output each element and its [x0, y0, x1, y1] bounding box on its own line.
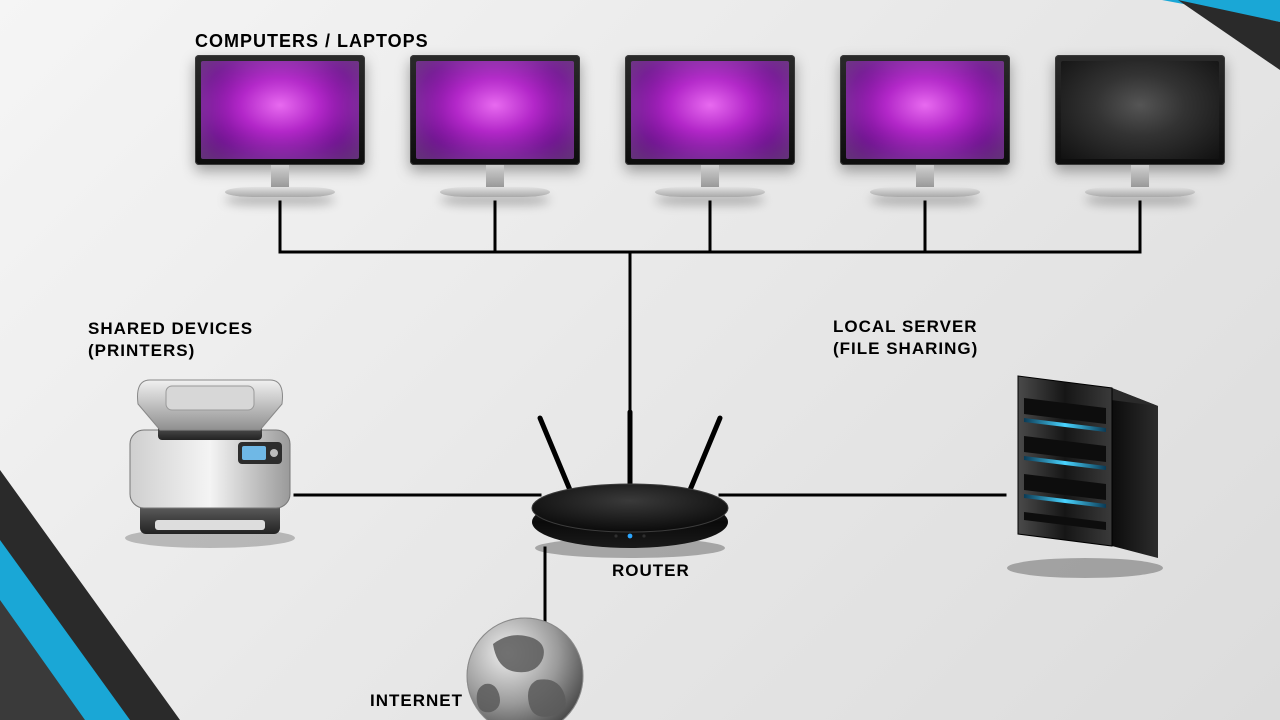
- computer-3: [625, 55, 795, 210]
- computer-4: [840, 55, 1010, 210]
- label-router: ROUTER: [612, 560, 690, 582]
- router-icon: [520, 410, 740, 560]
- server-icon: [1000, 370, 1170, 580]
- printer-icon: [110, 360, 310, 550]
- internet-globe-icon: [455, 610, 595, 720]
- computer-2: [410, 55, 580, 210]
- label-shared-devices: SHARED DEVICES (PRINTERS): [88, 318, 253, 362]
- label-local-server: LOCAL SERVER (FILE SHARING): [833, 316, 978, 360]
- computer-1: [195, 55, 365, 210]
- label-internet: INTERNET: [370, 690, 463, 712]
- computer-5: [1055, 55, 1225, 210]
- label-computers: COMPUTERS / LAPTOPS: [195, 30, 429, 53]
